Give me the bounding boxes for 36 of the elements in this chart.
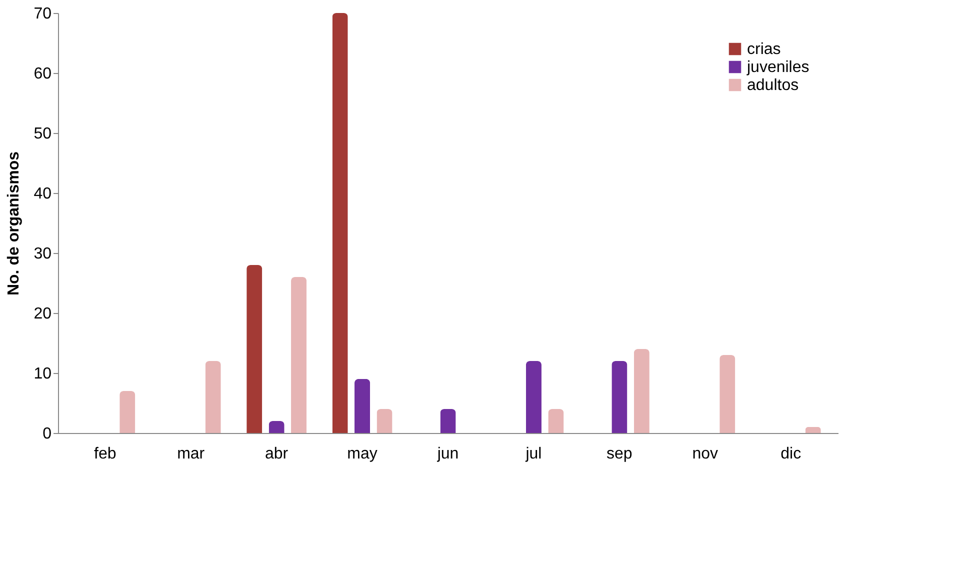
bar: [291, 277, 307, 433]
x-tick-label: abr: [265, 446, 289, 462]
bar: [805, 427, 821, 433]
legend-label: juveniles: [746, 59, 810, 76]
x-tick-label: may: [347, 446, 378, 462]
bar: [720, 355, 736, 433]
y-tick-label: 0: [42, 426, 52, 442]
x-tick-label: sep: [606, 446, 632, 462]
bar: [440, 409, 456, 433]
legend-label: adultos: [747, 77, 799, 94]
y-axis-title: No. de organismos: [6, 151, 23, 296]
bar: [548, 409, 564, 433]
x-tick-label: dic: [780, 446, 802, 462]
x-tick-label: jun: [436, 446, 459, 462]
x-tick-label: feb: [94, 446, 116, 462]
y-tick-label: 20: [34, 306, 52, 322]
x-tick-label: mar: [177, 446, 206, 462]
bar: [205, 361, 221, 433]
x-tick-label: jul: [524, 446, 542, 462]
bar: [612, 361, 628, 433]
bar: [354, 379, 370, 433]
bar: [332, 13, 348, 433]
y-tick-label: 60: [34, 66, 52, 82]
x-tick-label: nov: [692, 446, 718, 462]
bar: [376, 409, 392, 433]
bar: [246, 265, 262, 433]
y-tick-label: 10: [34, 366, 52, 382]
bar: [120, 391, 136, 433]
y-tick-label: 50: [34, 126, 52, 142]
y-tick-label: 30: [34, 246, 52, 262]
y-tick-label: 70: [34, 6, 52, 22]
bar: [634, 349, 650, 433]
legend-label: crias: [747, 41, 781, 58]
bar: [526, 361, 542, 433]
bar: [268, 421, 284, 433]
y-tick-label: 40: [34, 186, 52, 202]
